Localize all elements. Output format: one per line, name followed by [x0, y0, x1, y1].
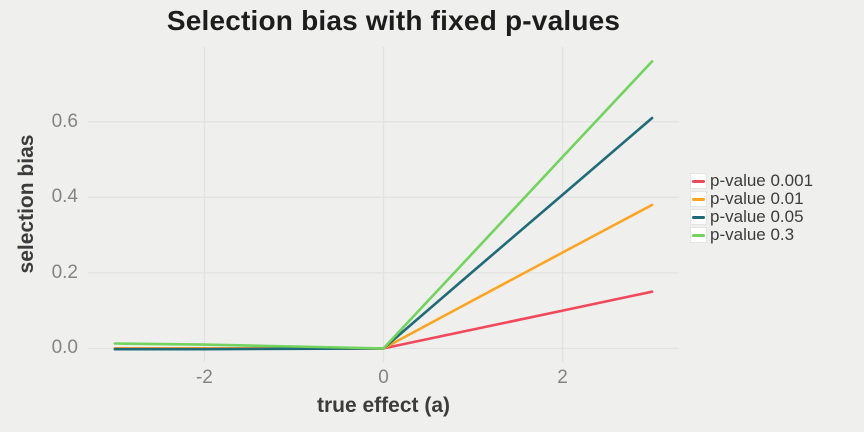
legend-item: p-value 0.001 — [690, 172, 813, 190]
legend-item: p-value 0.01 — [690, 190, 813, 208]
y-tick-label: 0.0 — [51, 337, 78, 359]
legend: p-value 0.001 p-value 0.01 p-value 0.05 p-v… — [690, 172, 813, 244]
x-tick-label: 0 — [378, 367, 389, 388]
y-tick-label: 0.4 — [51, 186, 78, 208]
legend-key-line — [692, 233, 705, 237]
legend-key-swatch — [690, 227, 707, 243]
x-tick-label: 2 — [557, 367, 568, 388]
y-tick-label: 0.2 — [51, 261, 78, 283]
legend-key-line — [692, 215, 705, 219]
x-axis-title: true effect (a) — [316, 394, 451, 417]
chart-title: Selection bias with fixed p-values — [166, 5, 621, 36]
y-tick-label: 0.6 — [51, 110, 78, 132]
legend-label: p-value 0.01 — [710, 189, 804, 208]
legend-label: p-value 0.3 — [710, 225, 795, 244]
legend-key-swatch — [690, 191, 707, 207]
legend-label: p-value 0.05 — [710, 207, 804, 226]
legend-key-swatch — [690, 209, 707, 225]
legend-item: p-value 0.3 — [690, 226, 813, 244]
legend-key-line — [692, 179, 705, 183]
legend-label: p-value 0.001 — [710, 171, 814, 190]
legend-item: p-value 0.05 — [690, 208, 813, 226]
x-tick-label: -2 — [195, 367, 213, 388]
legend-key-line — [692, 197, 705, 201]
legend-key-swatch — [690, 173, 707, 189]
series-line-p-value-0.3 — [113, 60, 654, 350]
